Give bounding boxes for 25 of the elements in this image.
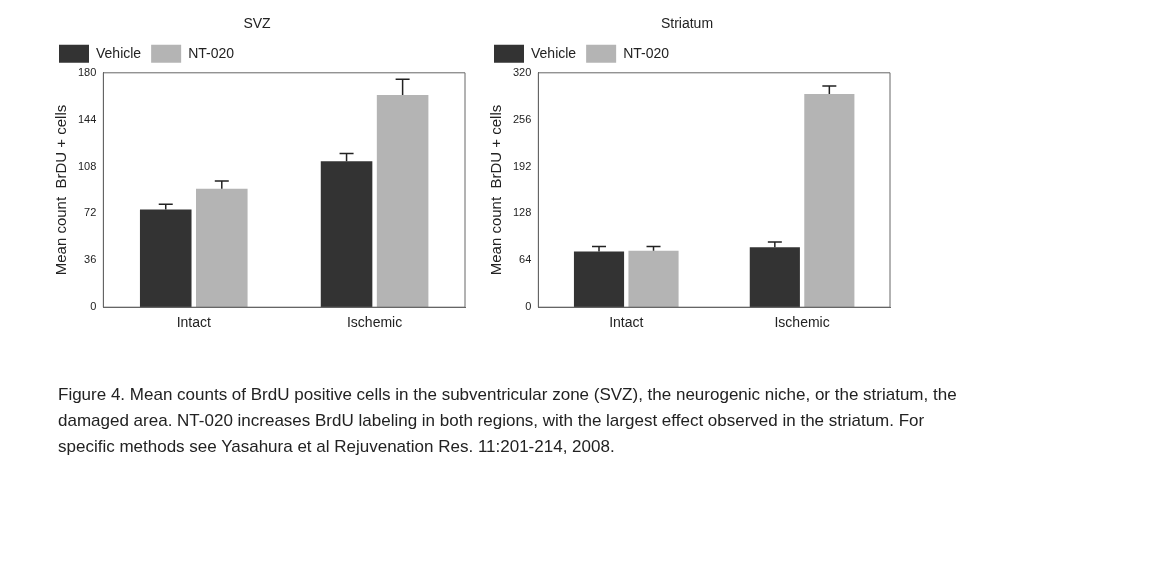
caption: Figure 4. Mean counts of BrdU positive cells in the subventricular zone (SVZ), the neurogenic niche, or the striatum, the damaged area. NT-020 increases BrdU labeling in both regions, with the largest effect observed in the striatum. For specific methods see Yasahura et al Rejuvenation Res. 11:201-214, 2008.: [58, 384, 958, 458]
y-tick-label: 72: [84, 206, 97, 219]
chart-title: SVZ: [243, 15, 272, 32]
y-tick-label: 144: [77, 112, 97, 125]
y-tick-label: 108: [77, 159, 97, 172]
x-tick-label: Intact: [176, 314, 211, 331]
y-axis-title: Mean count BrDU + cells: [52, 104, 70, 276]
x-tick-label: Intact: [609, 314, 644, 331]
y-tick-label: 256: [512, 112, 532, 125]
y-axis-title: Mean count BrDU + cells: [487, 104, 505, 276]
legend-label: Vehicle: [531, 44, 577, 61]
legend-label: Vehicle: [96, 44, 142, 61]
y-tick-label: 128: [512, 206, 532, 219]
legend-label: NT-020: [623, 44, 670, 61]
y-tick-label: 0: [525, 300, 532, 313]
y-tick-label: 192: [512, 159, 532, 172]
y-tick-label: 180: [77, 65, 97, 78]
y-tick-label: 36: [84, 253, 97, 266]
y-tick-label: 64: [519, 253, 532, 266]
y-tick-label: 320: [512, 65, 532, 78]
x-tick-label: Ischemic: [774, 314, 830, 331]
chart-title: Striatum: [660, 15, 714, 32]
legend-label: NT-020: [188, 44, 235, 61]
y-tick-label: 0: [90, 300, 97, 313]
x-tick-label: Ischemic: [346, 314, 403, 331]
